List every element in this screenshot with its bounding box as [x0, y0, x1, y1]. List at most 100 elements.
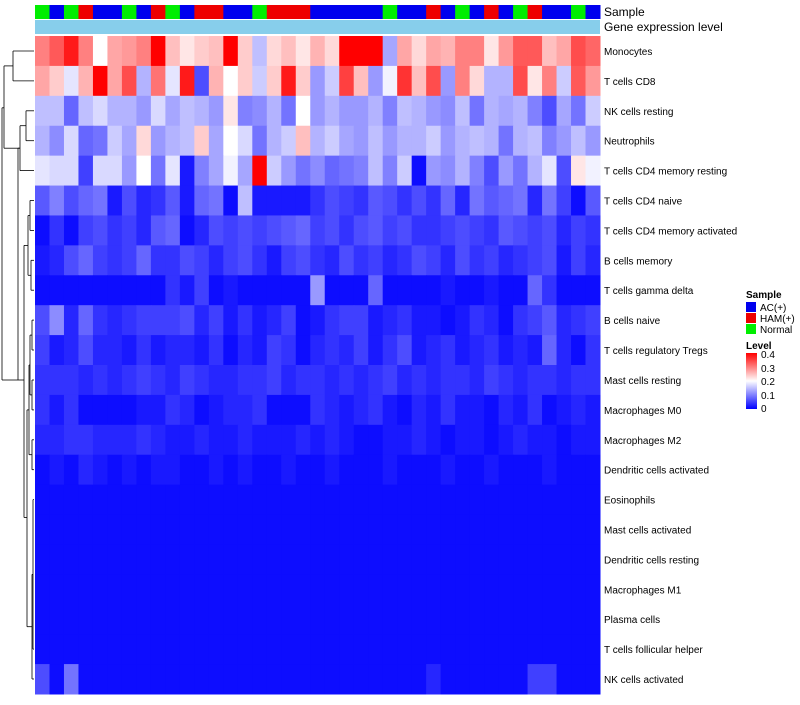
heatmap-cell — [281, 95, 297, 127]
heatmap-cell — [513, 155, 529, 187]
heatmap-cell — [542, 65, 558, 97]
heatmap-cell — [571, 634, 587, 665]
heatmap-cell — [237, 394, 253, 426]
heatmap-cell — [585, 275, 601, 306]
heatmap-cell — [556, 514, 572, 545]
row-label: Monocytes — [604, 47, 652, 58]
heatmap-cell — [92, 275, 108, 306]
heatmap-cell — [455, 125, 471, 157]
heatmap-cell — [397, 155, 413, 187]
heatmap-cell — [440, 125, 456, 157]
heatmap-cell — [136, 574, 152, 605]
heatmap-cell — [179, 155, 195, 187]
heatmap-cell — [35, 664, 50, 695]
heatmap-cell — [426, 604, 442, 635]
heatmap-cell — [527, 335, 543, 366]
heatmap-cell — [455, 634, 471, 665]
heatmap-cell — [484, 65, 500, 97]
sample-annotation-cell — [310, 5, 326, 19]
heatmap-cell — [411, 335, 427, 366]
heatmap-cell — [353, 544, 369, 575]
heatmap-cell — [484, 574, 500, 605]
heatmap-cell — [49, 634, 65, 665]
heatmap-cell — [78, 394, 94, 426]
heatmap-cell — [513, 514, 529, 545]
heatmap-cell — [63, 365, 79, 396]
heatmap-cell — [310, 335, 326, 366]
heatmap-cell — [208, 245, 224, 276]
heatmap-cell — [513, 335, 529, 366]
heatmap-cell — [49, 574, 65, 605]
heatmap-cell — [411, 394, 427, 426]
heatmap-cell — [484, 305, 500, 336]
heatmap-cell — [35, 544, 50, 575]
heatmap-cell — [310, 514, 326, 545]
heatmap-cell — [237, 215, 253, 246]
heatmap-cell — [266, 185, 282, 216]
heatmap-cell — [397, 604, 413, 635]
heatmap-cell — [542, 484, 558, 516]
row-label: B cells memory — [604, 256, 672, 267]
heatmap-cell — [455, 95, 471, 127]
heatmap-cell — [281, 155, 297, 187]
heatmap-cell — [136, 335, 152, 366]
heatmap-cell — [165, 424, 181, 456]
heatmap-cell — [542, 275, 558, 306]
heatmap-cell — [469, 365, 485, 396]
heatmap-cell — [150, 335, 166, 366]
heatmap-cell — [223, 664, 239, 695]
heatmap-cell — [571, 125, 587, 157]
heatmap-cell — [556, 424, 572, 456]
heatmap-cell — [310, 245, 326, 276]
heatmap-cell — [223, 514, 239, 545]
heatmap-cell — [165, 245, 181, 276]
heatmap-cell — [484, 484, 500, 516]
heatmap-cell — [585, 36, 601, 67]
heatmap-cell — [121, 335, 137, 366]
heatmap-cell — [353, 65, 369, 97]
heatmap-cell — [585, 245, 601, 276]
heatmap-cell — [585, 634, 601, 665]
heatmap-cell — [295, 544, 311, 575]
heatmap-cell — [281, 365, 297, 396]
heatmap-cell — [281, 65, 297, 97]
heatmap-cell — [571, 424, 587, 456]
heatmap-cell — [556, 574, 572, 605]
heatmap-cell — [484, 544, 500, 575]
heatmap-cell — [63, 544, 79, 575]
heatmap-cell — [513, 65, 529, 97]
heatmap-cell — [194, 125, 210, 157]
heatmap-cell — [397, 185, 413, 216]
heatmap-cell — [121, 215, 137, 246]
heatmap-cell — [455, 394, 471, 426]
heatmap-cell — [339, 365, 355, 396]
row-label: T cells CD8 — [604, 77, 656, 88]
heatmap-cell — [455, 484, 471, 516]
sample-annotation-cell — [78, 5, 94, 19]
heatmap-cell — [194, 335, 210, 366]
sample-annotation-cell — [194, 5, 210, 19]
heatmap-cell — [281, 514, 297, 545]
heatmap-cell — [194, 36, 210, 67]
heatmap-cell — [150, 36, 166, 67]
heatmap-cell — [397, 574, 413, 605]
heatmap-cell — [121, 65, 137, 97]
heatmap-cell — [194, 514, 210, 545]
heatmap-cell — [353, 365, 369, 396]
heatmap-cell — [194, 604, 210, 635]
heatmap-cell — [150, 245, 166, 276]
sample-annotation-cell — [426, 5, 442, 19]
heatmap-cell — [426, 305, 442, 336]
heatmap-cell — [208, 215, 224, 246]
heatmap-cell — [150, 604, 166, 635]
heatmap-cell — [339, 634, 355, 665]
heatmap-cell — [208, 394, 224, 426]
row-label: B cells naive — [604, 316, 661, 327]
heatmap-cell — [266, 544, 282, 575]
heatmap-cell — [484, 215, 500, 246]
heatmap-cell — [78, 305, 94, 336]
heatmap-cell — [63, 424, 79, 456]
heatmap-cell — [585, 305, 601, 336]
heatmap-cell — [513, 95, 529, 127]
